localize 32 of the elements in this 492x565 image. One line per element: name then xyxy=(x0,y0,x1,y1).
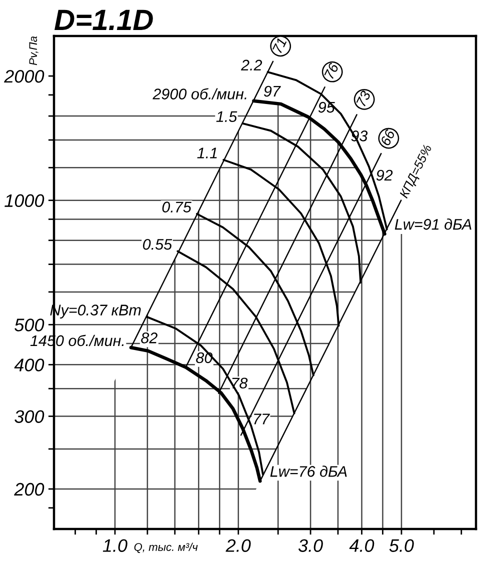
x-tick-label: 5.0 xyxy=(389,539,414,552)
x-tick-label: 1.0 xyxy=(102,539,128,552)
y-tick-label: 1000 xyxy=(4,194,44,208)
chart-title: D=1.1D xyxy=(54,10,153,30)
text: 73 xyxy=(356,90,372,107)
annotation: 78 xyxy=(232,378,248,389)
y-tick-label: 2000 xyxy=(4,70,44,83)
annotation: 77 xyxy=(254,414,270,424)
x-tick-label: 3.0 xyxy=(298,539,323,552)
annotation: Lw=91 дБА xyxy=(394,218,472,230)
annotation: Lw=76 дБА xyxy=(270,466,347,477)
annotation: 92 xyxy=(376,170,393,181)
series-label: 0.75 xyxy=(162,202,192,212)
y-axis-title: Pv,Па xyxy=(29,36,38,66)
series-label: 1.5 xyxy=(216,111,238,122)
series-label: 2900 об./мин. xyxy=(152,88,246,100)
x-axis-title: Q, тыс. м³/ч xyxy=(134,542,198,553)
text: 71 xyxy=(272,38,287,54)
text: 66 xyxy=(380,128,396,146)
x-tick-label: 2.0 xyxy=(226,539,251,552)
x-tick-label: 4.0 xyxy=(349,539,374,552)
y-tick-label: 300 xyxy=(14,410,44,423)
series-label: 2.2 xyxy=(240,60,262,70)
series-label: 1.1 xyxy=(197,148,217,158)
y-tick-label: 400 xyxy=(14,358,44,372)
y-tick-label: 200 xyxy=(14,482,44,496)
annotation: 95 xyxy=(318,102,335,113)
annotation: 97 xyxy=(264,86,281,97)
y-tick-label: 500 xyxy=(14,318,44,332)
annotation: 82 xyxy=(141,332,158,344)
series-label: 0.55 xyxy=(143,238,172,250)
text: 76 xyxy=(324,62,340,80)
